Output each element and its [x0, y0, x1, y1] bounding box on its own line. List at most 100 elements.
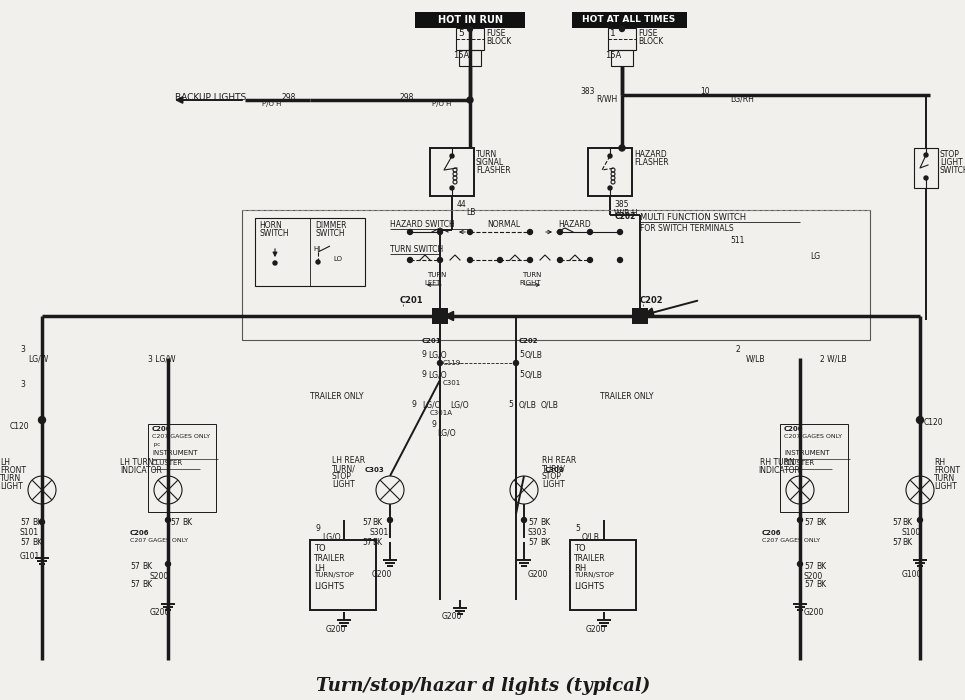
Text: 5: 5: [519, 370, 524, 379]
Circle shape: [316, 260, 320, 264]
Circle shape: [467, 27, 473, 31]
Text: O/LB: O/LB: [541, 400, 559, 409]
Text: STOP: STOP: [940, 150, 960, 159]
Text: CLUSTER: CLUSTER: [152, 460, 183, 466]
Text: 5: 5: [458, 29, 464, 38]
Circle shape: [620, 27, 624, 31]
Circle shape: [166, 517, 171, 522]
Text: pc: pc: [152, 442, 160, 447]
Circle shape: [437, 258, 443, 262]
Circle shape: [588, 258, 593, 262]
Circle shape: [588, 230, 593, 235]
Bar: [632, 308, 648, 324]
Text: LG/O: LG/O: [428, 370, 447, 379]
Text: G200: G200: [326, 625, 346, 634]
Text: 5: 5: [575, 524, 580, 533]
Text: 9: 9: [412, 400, 417, 409]
Text: 5: 5: [508, 400, 512, 409]
Circle shape: [273, 261, 277, 265]
Circle shape: [407, 258, 412, 262]
Text: BACKUP LIGHTS: BACKUP LIGHTS: [175, 93, 246, 102]
Text: BK: BK: [540, 518, 550, 527]
Text: 3: 3: [20, 380, 25, 389]
Text: LG/O: LG/O: [428, 350, 447, 359]
Text: G200: G200: [528, 570, 548, 579]
Text: 5: 5: [519, 350, 524, 359]
Bar: [588, 148, 632, 196]
Circle shape: [619, 145, 625, 151]
Circle shape: [618, 230, 622, 235]
Text: 57: 57: [892, 538, 901, 547]
Text: LH TURN: LH TURN: [120, 458, 153, 467]
Text: LH: LH: [0, 458, 10, 467]
Circle shape: [924, 176, 928, 180]
Text: 3 LG/W: 3 LG/W: [148, 354, 176, 363]
Text: LIGHT: LIGHT: [940, 158, 963, 167]
Text: C202: C202: [519, 338, 538, 344]
Text: S100: S100: [902, 528, 922, 537]
Text: BK: BK: [182, 518, 192, 527]
Text: BK: BK: [142, 562, 152, 571]
Circle shape: [558, 258, 563, 262]
Text: STOP: STOP: [332, 472, 352, 481]
Text: W/R H: W/R H: [614, 208, 638, 217]
Circle shape: [450, 154, 454, 158]
Text: 57: 57: [170, 518, 179, 527]
Text: 15A: 15A: [453, 51, 469, 60]
Text: LG/W: LG/W: [28, 354, 48, 363]
Text: 57: 57: [892, 518, 901, 527]
Text: 57: 57: [804, 562, 813, 571]
Text: HOT IN RUN: HOT IN RUN: [437, 15, 503, 25]
Text: LG/O: LG/O: [450, 400, 469, 409]
Text: C119: C119: [443, 360, 461, 366]
Text: LIGHT: LIGHT: [934, 482, 956, 491]
Text: C207 GAGES ONLY: C207 GAGES ONLY: [152, 434, 210, 439]
Text: G101: G101: [20, 552, 41, 561]
Text: LIGHTS: LIGHTS: [574, 582, 604, 591]
Text: C201: C201: [400, 296, 424, 305]
Text: 10: 10: [700, 87, 709, 96]
Text: BK: BK: [902, 538, 912, 547]
Text: O/LB: O/LB: [519, 400, 537, 409]
Text: RH: RH: [574, 564, 587, 573]
Text: FRONT: FRONT: [934, 466, 960, 475]
Text: C120: C120: [924, 418, 944, 427]
Text: 385: 385: [614, 200, 628, 209]
Text: 57: 57: [362, 518, 372, 527]
Text: C206: C206: [130, 530, 150, 536]
Text: BLOCK: BLOCK: [486, 37, 511, 46]
Text: HAZARD: HAZARD: [634, 150, 667, 159]
Text: TRAILER: TRAILER: [574, 554, 606, 563]
Text: S301: S301: [370, 528, 389, 537]
Circle shape: [498, 258, 503, 262]
Text: INDICATOR: INDICATOR: [120, 466, 162, 475]
Text: SWITCH: SWITCH: [315, 229, 345, 238]
Text: SWITCH: SWITCH: [940, 166, 965, 175]
Text: LB: LB: [466, 208, 476, 217]
Text: 383: 383: [580, 87, 594, 96]
Text: TRAILER ONLY: TRAILER ONLY: [310, 392, 364, 401]
Text: 57: 57: [130, 562, 140, 571]
Circle shape: [608, 154, 612, 158]
Circle shape: [513, 360, 518, 365]
Circle shape: [797, 517, 803, 522]
Text: C207 GAGES ONLY: C207 GAGES ONLY: [130, 538, 188, 543]
Text: S200: S200: [150, 572, 169, 581]
Text: C201: C201: [422, 338, 442, 344]
Text: BK: BK: [372, 538, 382, 547]
Bar: [570, 540, 636, 610]
Text: O/LB: O/LB: [525, 350, 543, 359]
Text: MULTI FUNCTION SWITCH: MULTI FUNCTION SWITCH: [640, 213, 746, 222]
Circle shape: [407, 230, 412, 235]
Text: TO: TO: [314, 544, 325, 553]
Text: O/LB: O/LB: [582, 532, 600, 541]
Text: HAZARD SWITCH: HAZARD SWITCH: [390, 220, 455, 229]
Circle shape: [618, 258, 622, 262]
Text: LO: LO: [333, 256, 342, 262]
Text: BK: BK: [142, 580, 152, 589]
Bar: [415, 12, 525, 28]
Text: SIGNAL: SIGNAL: [476, 158, 504, 167]
Text: LIGHT: LIGHT: [332, 480, 355, 489]
Text: TURN/: TURN/: [332, 464, 356, 473]
Text: 57: 57: [528, 518, 538, 527]
